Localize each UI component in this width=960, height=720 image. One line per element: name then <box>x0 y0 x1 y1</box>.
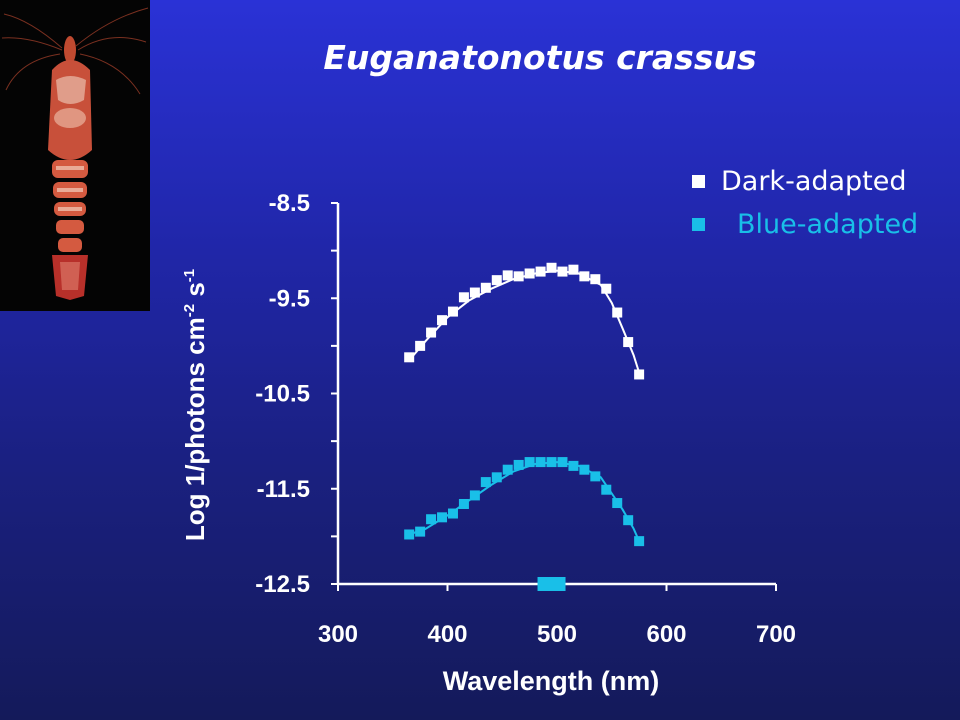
data-point-dark-adapted <box>557 266 568 277</box>
data-point-dark-adapted <box>415 340 426 351</box>
y-axis-label-sup2: -1 <box>181 269 198 282</box>
data-point-dark-adapted <box>524 268 535 279</box>
y-tick-label: -8.5 <box>269 190 310 217</box>
legend-swatch-dark-adapted <box>692 175 705 188</box>
data-point-blue-adapted <box>491 472 502 483</box>
data-point-blue-adapted <box>447 508 458 519</box>
data-point-blue-adapted <box>524 457 535 468</box>
data-point-blue-adapted <box>469 490 480 501</box>
legend-item-dark-adapted: Dark-adapted <box>692 166 907 197</box>
data-point-dark-adapted <box>404 352 415 363</box>
data-point-blue-adapted <box>458 498 469 509</box>
data-point-dark-adapted <box>601 283 612 294</box>
axis-wavelength-marker <box>537 577 566 591</box>
data-point-dark-adapted <box>568 264 579 275</box>
legend-label-dark-adapted: Dark-adapted <box>721 166 907 197</box>
data-point-blue-adapted <box>623 515 634 526</box>
data-point-dark-adapted <box>590 274 601 285</box>
x-tick-label: 600 <box>646 621 686 648</box>
data-point-dark-adapted <box>623 337 634 348</box>
x-tick-label: 400 <box>427 621 467 648</box>
chart-title: Euganatonotus crassus <box>323 38 757 77</box>
data-point-blue-adapted <box>437 512 448 523</box>
data-point-blue-adapted <box>546 457 557 468</box>
data-point-dark-adapted <box>458 292 469 303</box>
data-point-blue-adapted <box>568 460 579 471</box>
y-axis-label: Log 1/photons cm-2 s-1 <box>180 269 210 541</box>
data-point-blue-adapted <box>634 536 645 547</box>
y-tick-label: -10.5 <box>255 381 310 408</box>
data-point-dark-adapted <box>480 282 491 293</box>
data-point-dark-adapted <box>469 287 480 298</box>
y-tick-label: -11.5 <box>257 476 310 503</box>
data-point-dark-adapted <box>447 306 458 317</box>
data-point-blue-adapted <box>513 459 524 470</box>
data-point-blue-adapted <box>612 498 623 509</box>
data-point-blue-adapted <box>480 477 491 488</box>
legend-swatch-blue-adapted <box>692 218 705 231</box>
data-point-blue-adapted <box>579 464 590 475</box>
data-point-blue-adapted <box>415 526 426 537</box>
x-axis-label: Wavelength (nm) <box>443 666 660 696</box>
fit-curve-blue-adapted <box>408 461 641 542</box>
fit-curves <box>408 269 641 542</box>
data-points <box>404 262 645 591</box>
y-axis-label-main: Log 1/photons cm <box>180 317 210 541</box>
data-point-blue-adapted <box>426 514 437 525</box>
y-axis-label-s: s <box>180 282 210 304</box>
x-tick-label: 500 <box>537 621 577 648</box>
data-point-dark-adapted <box>437 315 448 326</box>
data-point-dark-adapted <box>502 270 513 281</box>
y-tick-label: -9.5 <box>269 285 310 312</box>
x-tick-label: 700 <box>756 621 796 648</box>
x-tick-label: 300 <box>318 621 358 648</box>
data-point-blue-adapted <box>557 457 568 468</box>
shrimp-image <box>0 0 150 311</box>
y-axis-label-sup1: -2 <box>181 304 198 317</box>
data-point-blue-adapted <box>601 484 612 495</box>
data-point-dark-adapted <box>579 271 590 282</box>
data-point-dark-adapted <box>535 266 546 277</box>
axes <box>331 202 777 591</box>
data-point-dark-adapted <box>612 307 623 318</box>
tick-labels: -8.5 -9.5 -10.5 -11.5 -12.5 300 400 500 600 700 <box>255 190 796 648</box>
data-point-dark-adapted <box>426 327 437 338</box>
data-point-blue-adapted <box>404 529 415 540</box>
data-point-blue-adapted <box>502 464 513 475</box>
data-point-dark-adapted <box>491 275 502 286</box>
data-point-dark-adapted <box>513 271 524 282</box>
legend-label-blue-adapted: Blue-adapted <box>737 209 919 240</box>
data-point-blue-adapted <box>535 457 546 468</box>
data-point-dark-adapted <box>634 369 645 380</box>
data-point-blue-adapted <box>590 471 601 482</box>
y-tick-label: -12.5 <box>255 571 310 598</box>
legend-item-blue-adapted: Blue-adapted <box>692 209 918 240</box>
shrimp-photo <box>0 0 150 311</box>
data-point-dark-adapted <box>546 262 557 273</box>
